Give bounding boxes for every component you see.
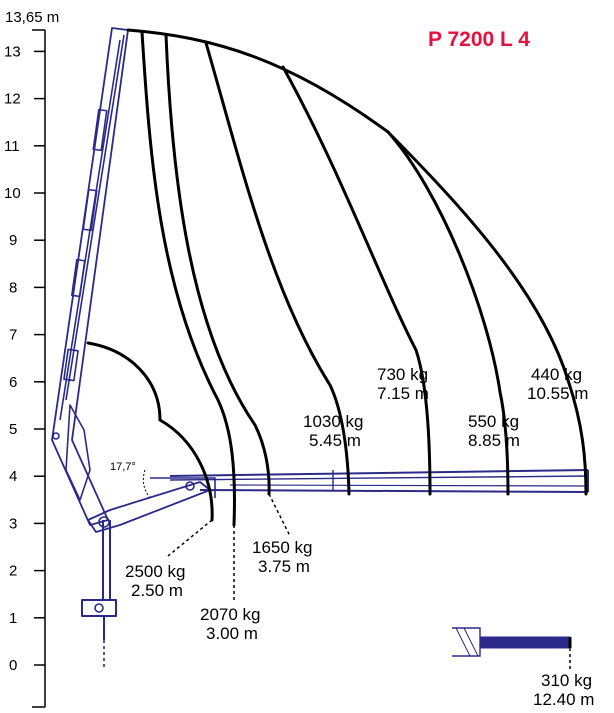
- curve-550kg: [386, 130, 510, 496]
- axis-tick-label-4: 4: [9, 468, 17, 485]
- reach-1650: 3.75 m: [258, 557, 310, 576]
- axis-tick-label-0: 0: [9, 657, 17, 674]
- axis-tick-label-6: 6: [9, 374, 17, 391]
- axis-tick-label-1: 1: [9, 610, 17, 627]
- load-labels: 2500 kg 2.50 m 2070 kg 3.00 m 1650 kg 3.…: [125, 365, 594, 709]
- axis-tick-label-13: 13: [4, 43, 21, 60]
- curve-2070kg: [140, 30, 236, 527]
- axis-tick-label-3: 3: [9, 515, 17, 532]
- load-730: 730 kg: [377, 365, 428, 384]
- axis-tick-label-12: 12: [4, 91, 21, 108]
- curve-730kg: [281, 65, 432, 496]
- axis-tick-label-10: 10: [4, 185, 21, 202]
- reach-550: 8.85 m: [468, 431, 520, 450]
- reach-1030: 5.45 m: [309, 431, 361, 450]
- curve-1650kg: [164, 33, 271, 496]
- load-1030: 1030 kg: [303, 412, 364, 431]
- crane-structure: [51, 27, 589, 668]
- load-curves: [86, 28, 588, 527]
- load-leaders: [167, 493, 571, 670]
- crane-hook: [81, 520, 117, 668]
- reach-440: 10.55 m: [527, 384, 588, 403]
- reach-730: 7.15 m: [377, 384, 429, 403]
- angle-arc: [142, 469, 151, 499]
- reach-2500: 2.50 m: [131, 581, 183, 600]
- load-310: 310 kg: [541, 671, 592, 690]
- axis-tick-label-7: 7: [9, 327, 17, 344]
- load-550: 550 kg: [468, 412, 519, 431]
- axis-tick-label-5: 5: [9, 421, 17, 438]
- axis-tick-label-9: 9: [9, 232, 17, 249]
- axis-tick-label-11: 11: [4, 138, 20, 155]
- axis-tick-label-2: 2: [9, 563, 17, 580]
- curve-2500kg: [86, 341, 214, 522]
- reach-310: 12.40 m: [533, 690, 594, 709]
- curve-1030kg: [204, 41, 351, 496]
- load-2070: 2070 kg: [200, 605, 261, 624]
- model-title: P 7200 L 4: [428, 28, 530, 51]
- load-2500: 2500 kg: [125, 562, 186, 581]
- curve-440kg: [126, 28, 588, 496]
- secondary-boom: [87, 477, 216, 533]
- boom-extension-detail: [452, 627, 572, 657]
- telescopic-boom: [169, 469, 589, 493]
- angle-label: 17,7°: [110, 461, 136, 473]
- main-boom: [51, 27, 129, 526]
- load-1650: 1650 kg: [252, 538, 313, 557]
- max-height-label: 13,65 m: [5, 9, 59, 26]
- reach-2070: 3.00 m: [206, 624, 258, 643]
- axis-tick-label-8: 8: [9, 279, 17, 296]
- load-440: 440 kg: [531, 365, 582, 384]
